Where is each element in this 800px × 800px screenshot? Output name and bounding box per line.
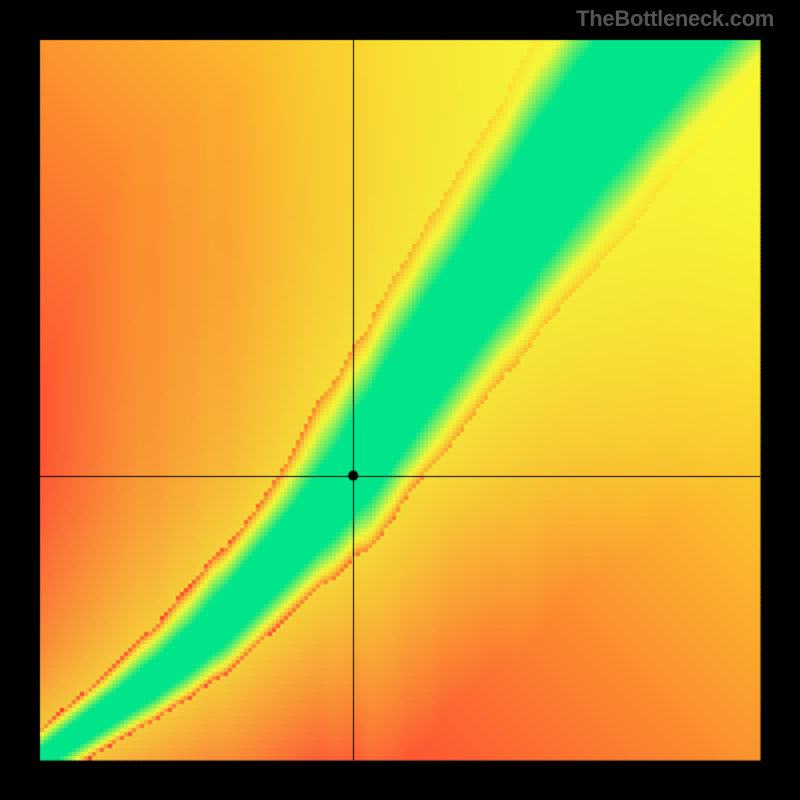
watermark-text: TheBottleneck.com <box>576 6 774 32</box>
chart-frame: TheBottleneck.com <box>0 0 800 800</box>
bottleneck-heatmap <box>0 0 800 800</box>
